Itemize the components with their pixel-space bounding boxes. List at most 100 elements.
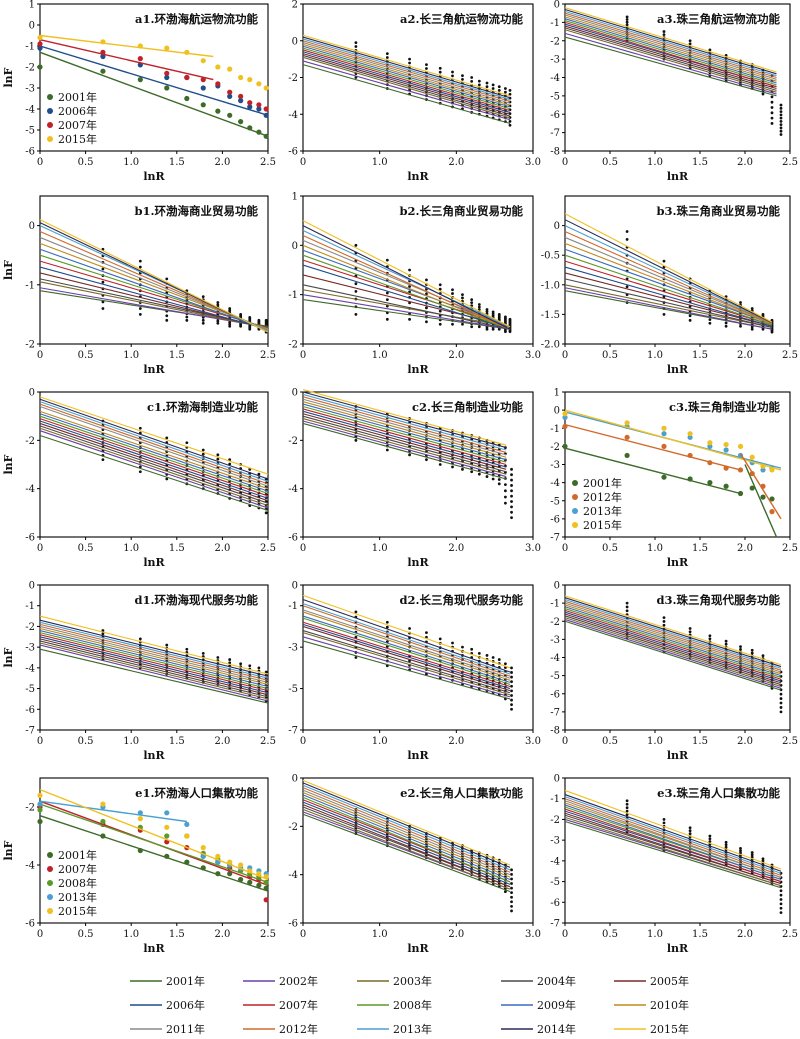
data-point (216, 453, 220, 457)
data-point (408, 627, 411, 630)
panel-title: e1.环渤海人口集散功能 (135, 786, 258, 800)
data-point (491, 83, 495, 87)
data-point (510, 671, 513, 674)
fit-line-2014年 (302, 391, 507, 449)
series-2001年 (37, 815, 269, 892)
legend-label: 2015年 (58, 132, 97, 146)
fit-line-2005年 (564, 272, 773, 327)
data-point (137, 816, 143, 822)
data-point (724, 840, 728, 844)
fit-line-2012年 (302, 40, 511, 102)
fit-line-2015年 (302, 594, 511, 669)
y-tick-label: -6 (25, 147, 35, 158)
fit-line-2006年 (302, 410, 507, 468)
data-point (779, 133, 783, 136)
data-point (739, 849, 742, 853)
data-point (451, 641, 454, 645)
legend-label: 2008年 (393, 998, 432, 1012)
x-tick-label: 0.5 (602, 543, 618, 554)
fit-line-2012年 (564, 600, 782, 671)
data-point (100, 833, 106, 839)
legend-item: 2015年 (614, 1022, 689, 1036)
data-point (264, 318, 268, 322)
panel-title: a2.长三角航运物流功能 (400, 12, 523, 26)
panel-title: b2.长三角商业贸易功能 (399, 204, 523, 218)
fit-line-2014年 (564, 597, 782, 668)
x-tick-label: 0.5 (78, 736, 94, 747)
data-point (662, 623, 666, 627)
panel-e1: 0 0.5 1.0 1.5 2.0 2.5 -2 -4 -6 lnR lnF e1.环渤海人口集散功能… (2, 777, 276, 955)
data-point (164, 853, 170, 859)
fit-line-2006年 (302, 51, 511, 113)
data-point (385, 52, 389, 56)
data-point (256, 81, 262, 87)
legend-item: 2001年 (130, 974, 205, 988)
data-point (724, 642, 728, 646)
x-tick-label: 2.5 (782, 929, 798, 940)
data-point (625, 15, 629, 19)
fit-line-2010年 (302, 401, 507, 458)
data-point (508, 317, 512, 321)
data-point (625, 23, 629, 27)
legend-marker (47, 866, 53, 872)
fit-line-2013年 (564, 10, 777, 77)
data-point (625, 238, 629, 241)
data-point (200, 845, 206, 851)
plot-frame (39, 391, 269, 538)
fit-line-2004年 (564, 27, 777, 91)
data-point (461, 296, 464, 300)
y-tick-label: -6 (550, 689, 560, 700)
data-point (491, 656, 495, 659)
y-tick-label: -6 (25, 705, 35, 716)
data-point (37, 35, 43, 41)
data-point (247, 77, 253, 83)
data-point (624, 434, 630, 440)
data-point (248, 315, 252, 319)
fit-line-2014年 (564, 8, 777, 75)
fit-line-2004年 (39, 425, 269, 504)
x-tick-label: 0 (300, 350, 306, 361)
fit-line-2015年 (302, 220, 511, 328)
x-tick-label: 2.5 (260, 929, 276, 940)
data-point (201, 452, 205, 456)
x-tick-label: 0 (37, 350, 43, 361)
data-point (385, 56, 389, 59)
data-point (470, 79, 474, 83)
data-point (100, 801, 106, 807)
fit-line-2012年 (564, 798, 782, 876)
data-point (708, 837, 712, 841)
data-point (451, 70, 454, 74)
fit-line-2010年 (564, 604, 782, 675)
data-point (470, 298, 474, 301)
y-tick-label: -4 (25, 861, 35, 872)
data-point (408, 453, 411, 457)
x-tick-label: 3.0 (525, 929, 541, 940)
x-tick-label: 1.0 (123, 929, 139, 940)
data-point (228, 324, 232, 328)
data-point (263, 133, 269, 139)
legend-marker (572, 494, 578, 500)
legend-item: 2004年 (501, 974, 576, 988)
data-point (779, 116, 783, 120)
data-point (470, 470, 474, 474)
data-point (477, 651, 481, 655)
data-point (227, 89, 233, 95)
data-point (461, 645, 464, 649)
fit-line-2008年 (564, 608, 782, 678)
fit-line-2004年 (302, 284, 511, 330)
data-point (408, 61, 411, 65)
x-tick-label: 0 (300, 543, 306, 554)
legend-item: 2010年 (614, 998, 689, 1012)
data-point (164, 70, 170, 76)
data-point (707, 460, 713, 466)
y-tick-label: -5 (550, 91, 560, 102)
legend-label: 2013年 (58, 890, 97, 904)
data-point (661, 474, 667, 480)
data-point (491, 327, 495, 331)
data-point (101, 458, 105, 462)
data-point (184, 821, 190, 828)
data-point (201, 321, 205, 325)
panel-e2: 0 1.0 2.0 3.0 0 -2 -4 -6 lnR e2.长三角人口集散功能 (288, 774, 541, 956)
data-point (779, 110, 783, 113)
y-tick-label: -4 (25, 484, 35, 495)
